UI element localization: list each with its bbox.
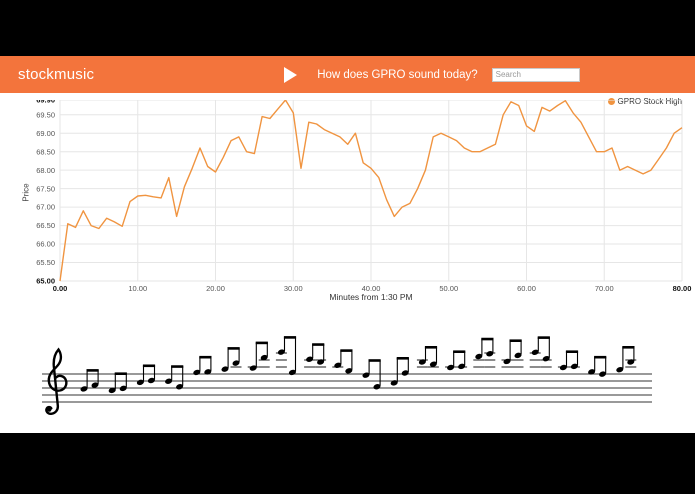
svg-text:70.00: 70.00 (595, 284, 614, 293)
svg-text:30.00: 30.00 (284, 284, 303, 293)
play-button[interactable] (280, 65, 301, 85)
svg-text:67.50: 67.50 (36, 184, 55, 193)
legend-label: GPRO Stock High (617, 97, 682, 106)
svg-text:50.00: 50.00 (439, 284, 458, 293)
svg-text:67.00: 67.00 (36, 203, 55, 212)
music-staff-canvas (42, 336, 652, 416)
x-axis-title: Minutes from 1:30 PM (329, 292, 413, 302)
svg-text:10.00: 10.00 (128, 284, 147, 293)
header-question: How does GPRO sound today? (317, 68, 478, 81)
svg-text:69.00: 69.00 (36, 129, 55, 138)
line-chart-canvas: 65.00 65.50 66.00 66.50 67.00 67.50 68.00 68.50… (36, 100, 692, 293)
search-input[interactable] (491, 67, 580, 82)
svg-text:69.90: 69.90 (36, 100, 55, 105)
svg-text:40.00: 40.00 (362, 284, 381, 293)
chart-legend: GPRO Stock High (607, 97, 682, 106)
play-icon (284, 66, 298, 83)
svg-text:68.00: 68.00 (36, 166, 55, 175)
app-header: stockmusic How does GPRO sound today? (0, 56, 695, 93)
svg-text:20.00: 20.00 (206, 284, 225, 293)
svg-text:66.00: 66.00 (36, 240, 55, 249)
svg-text:80.00: 80.00 (673, 284, 692, 293)
brand-logo[interactable]: stockmusic (18, 66, 95, 83)
svg-text:60.00: 60.00 (517, 284, 536, 293)
svg-text:0.00: 0.00 (53, 284, 68, 293)
svg-text:68.50: 68.50 (36, 147, 55, 156)
svg-text:65.50: 65.50 (36, 258, 55, 267)
svg-text:69.50: 69.50 (36, 110, 55, 119)
letterbox-bottom (0, 433, 695, 494)
sheet-music (38, 322, 658, 432)
letterbox-top (0, 0, 695, 56)
y-axis-title: Price (21, 183, 31, 202)
treble-clef-icon (45, 347, 68, 416)
legend-dot-icon (607, 98, 615, 105)
svg-text:65.00: 65.00 (36, 277, 55, 286)
stock-chart: GPRO Stock High 65.00 65.50 66.00 66.50 67.0… (0, 93, 695, 308)
svg-text:66.50: 66.50 (36, 221, 55, 230)
